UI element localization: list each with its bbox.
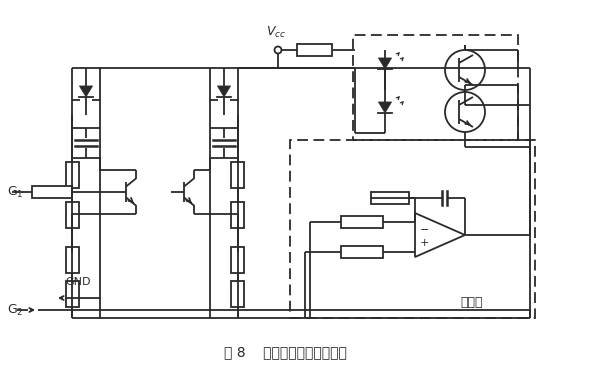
Bar [353,35,518,140]
Text: $+$: $+$ [419,237,429,248]
Bar [66,247,78,273]
Text: $V_{cc}$: $V_{cc}$ [266,25,286,40]
Polygon shape [80,86,93,97]
Text: GND: GND [65,277,90,287]
Bar [232,202,244,228]
Text: G$_2$: G$_2$ [7,302,24,317]
Bar [66,162,78,188]
Polygon shape [415,213,465,257]
Polygon shape [218,86,230,97]
Bar [32,186,72,198]
Bar [290,140,535,318]
Text: 电流环: 电流环 [460,296,482,309]
Bar [232,247,244,273]
Bar [371,192,409,204]
Bar [232,162,244,188]
Text: $-$: $-$ [419,222,429,232]
Bar [297,44,332,56]
Text: G$_1$: G$_1$ [7,185,24,199]
Polygon shape [379,58,391,69]
Bar [232,281,244,307]
Bar [66,202,78,228]
Bar [341,216,383,228]
Bar [66,281,78,307]
Text: 图 8    过零点调整电路示意图: 图 8 过零点调整电路示意图 [224,345,347,359]
Bar [341,246,383,258]
Polygon shape [379,102,391,113]
